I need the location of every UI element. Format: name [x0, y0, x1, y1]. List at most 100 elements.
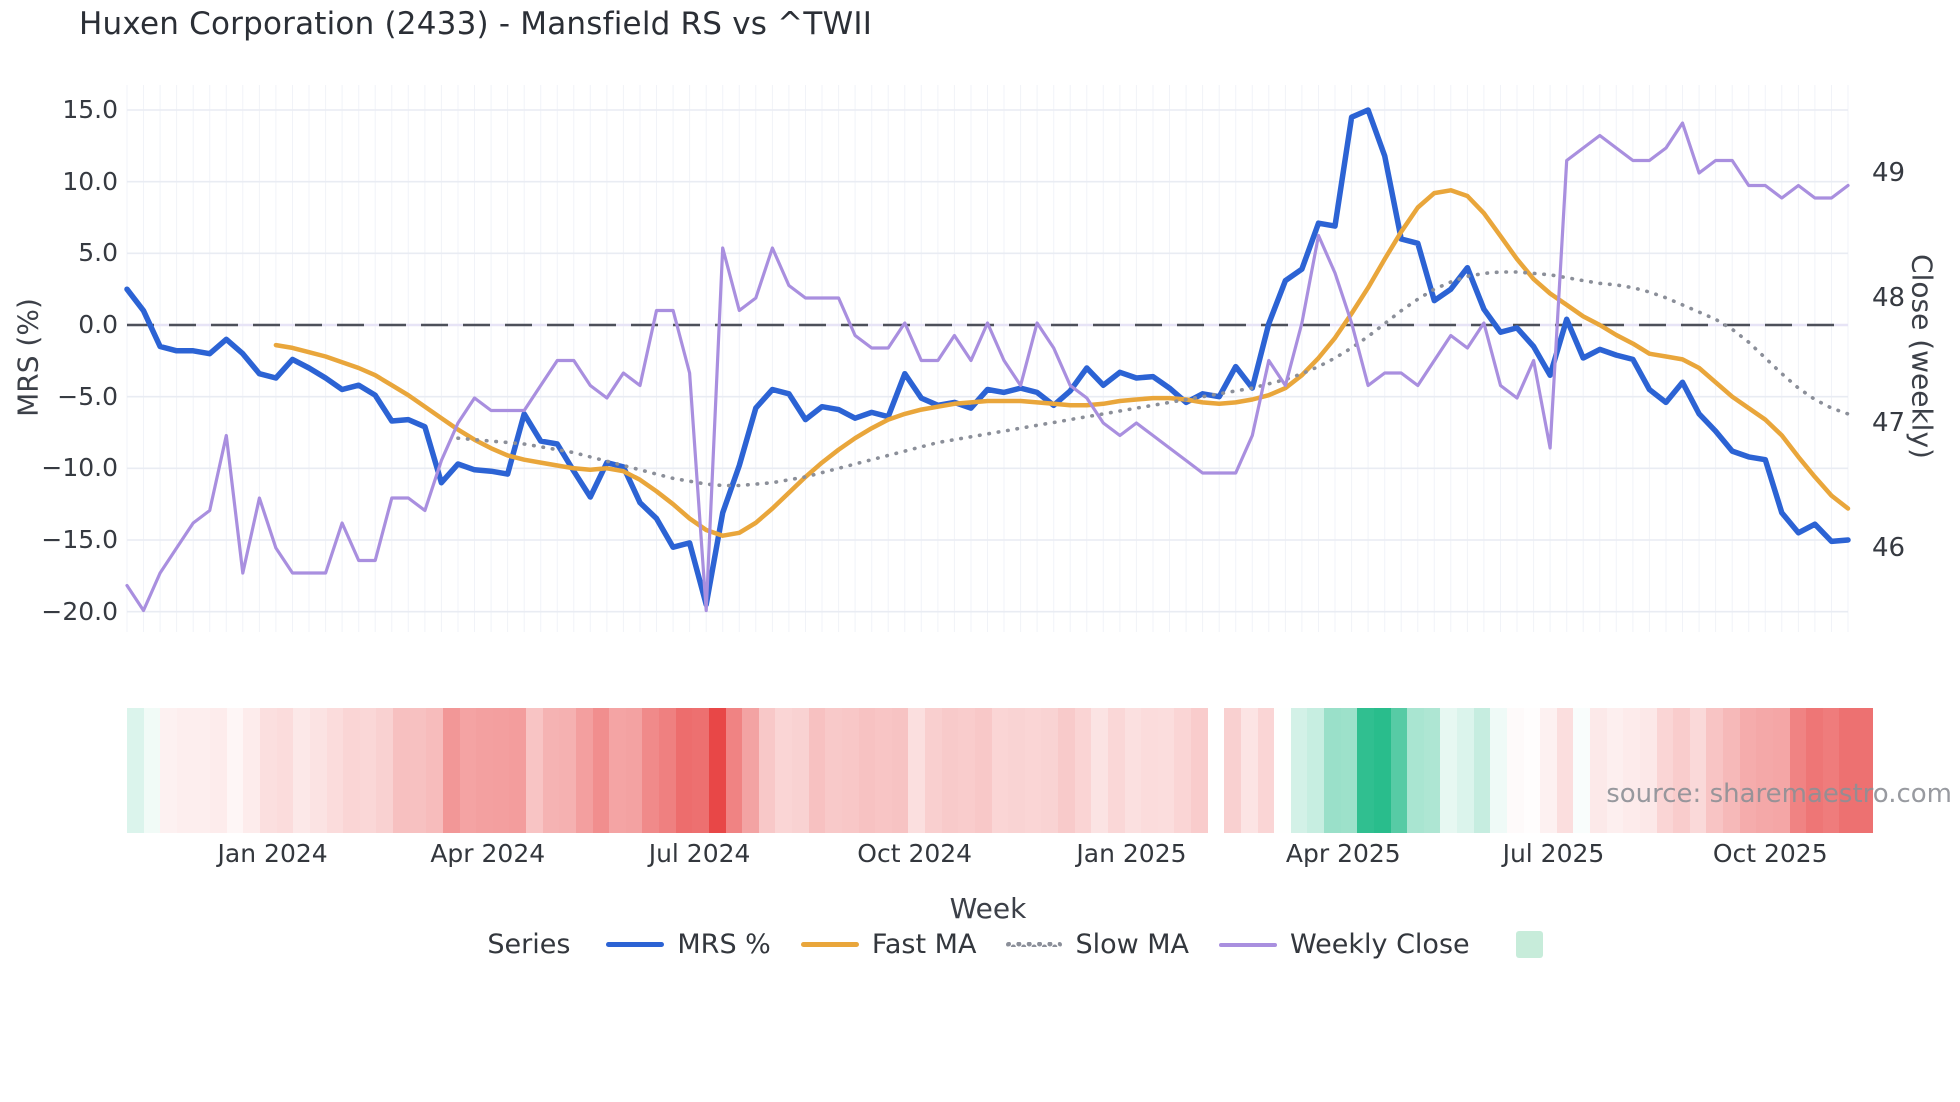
heatmap-cell: [1523, 708, 1541, 833]
heatmap-cell: [659, 708, 676, 833]
heatmap-cell: [1174, 708, 1191, 833]
heatmap-cell: [958, 708, 975, 833]
heatmap-cell: [260, 708, 277, 833]
source-watermark: source: sharemaestro.com: [1606, 779, 1952, 809]
heatmap-cell: [908, 708, 925, 833]
heatmap-cell: [1274, 708, 1291, 833]
series-fast-ma: [273, 188, 1851, 538]
y-right-tick: 47: [1872, 408, 1906, 438]
x-axis-title: Week: [949, 892, 1027, 925]
heatmap-cell: [426, 708, 443, 833]
heatmap-cell: [393, 708, 410, 833]
heatmap-cell: [226, 708, 244, 833]
heatmap-cell: [742, 708, 759, 833]
y-left-tick: −15.0: [41, 524, 118, 554]
heatmap-cell: [1407, 708, 1424, 833]
heatmap-cell: [1473, 708, 1491, 833]
heatmap-cell: [792, 708, 809, 833]
x-tick: Jan 2024: [217, 839, 328, 868]
y-left-tick: 10.0: [62, 166, 118, 196]
heatmap-cell: [991, 708, 1009, 833]
heatmap-cell: [1340, 708, 1358, 833]
heatmap-cell: [1373, 708, 1391, 833]
mrs-line-swatch-icon: [606, 942, 665, 947]
heatmap-cell: [210, 708, 227, 833]
heatmap-cell: [1756, 708, 1773, 833]
heatmap-cell: [891, 708, 909, 833]
heatmap-cell: [858, 708, 876, 833]
mrs-heatmap-strip[interactable]: [127, 708, 1873, 833]
heatmap-cell: [1739, 708, 1757, 833]
heatmap-cell: [1157, 708, 1175, 833]
legend-item-slow-ma[interactable]: Slow MA: [1006, 929, 1189, 960]
heatmap-cell: [1706, 708, 1723, 833]
y-axis-left-title: MRS (%): [11, 298, 45, 417]
heatmap-cell: [1041, 708, 1058, 833]
y-left-tick: −20.0: [41, 596, 118, 626]
fast-ma-line-swatch-icon: [800, 942, 859, 947]
heatmap-cell: [592, 708, 610, 833]
heatmap-cell: [376, 708, 393, 833]
heatmap-cell: [642, 708, 659, 833]
x-tick: Jan 2025: [1076, 839, 1187, 868]
heatmap-cell: [1506, 708, 1524, 833]
heatmap-cell: [509, 708, 526, 833]
heatmap-cell: [1008, 708, 1025, 833]
weekly-close-line-swatch-icon: [1219, 942, 1278, 947]
heatmap-cell: [492, 708, 510, 833]
heatmap-cell: [193, 708, 211, 833]
heatmap-cell: [1207, 708, 1225, 833]
heatmap-cell: [293, 708, 310, 833]
heatmap-cell: [1639, 708, 1657, 833]
x-tick: Oct 2025: [1712, 839, 1828, 868]
heatmap-cell: [1540, 708, 1557, 833]
x-tick: Jul 2024: [648, 839, 751, 868]
heatmap-cell: [1307, 708, 1324, 833]
heatmap-cell: [625, 708, 643, 833]
heatmap-cell: [675, 708, 693, 833]
heatmap-cell: [1124, 708, 1142, 833]
heatmap-cell: [1573, 708, 1590, 833]
heatmap-cell: [143, 708, 161, 833]
heatmap-cell: [1390, 708, 1408, 833]
heatmap-cell: [343, 708, 360, 833]
legend-item-weekly-close[interactable]: Weekly Close: [1219, 929, 1470, 960]
heatmap-cell: [526, 708, 543, 833]
heatmap-cell: [609, 708, 626, 833]
x-tick: Oct 2024: [857, 839, 973, 868]
heatmap-cell: [127, 708, 144, 833]
heatmap-cell: [1806, 708, 1823, 833]
heatmap-cell: [758, 708, 776, 833]
heatmap-cell: [476, 708, 493, 833]
heatmap-cell: [459, 708, 477, 833]
y-axis-right-title: Close (weekly): [1905, 254, 1939, 459]
heatmap-cell: [692, 708, 709, 833]
heatmap-cell: [1191, 708, 1208, 833]
legend-item-mrs[interactable]: MRS %: [606, 929, 771, 960]
heatmap-cell: [1623, 708, 1640, 833]
heatmap-cell: [409, 708, 427, 833]
y-right-tick: 49: [1872, 158, 1906, 188]
heatmap-cell: [825, 708, 842, 833]
heatmap-cell: [309, 708, 327, 833]
y-left-tick: 0.0: [78, 310, 118, 339]
heatmap-cell: [1606, 708, 1624, 833]
heatmap-cell: [1656, 708, 1674, 833]
heatmap-cell: [875, 708, 892, 833]
heatmap-cell: [974, 708, 992, 833]
heatmap-cell: [243, 708, 260, 833]
heatmap-cell: [941, 708, 959, 833]
heatmap-cell: [276, 708, 294, 833]
legend-item-fast-ma[interactable]: Fast MA: [800, 929, 976, 960]
heatmap-cell: [1240, 708, 1258, 833]
heatmap-cell: [559, 708, 576, 833]
heatmap-swatch-icon[interactable]: [1515, 931, 1543, 958]
heatmap-cell: [708, 708, 726, 833]
heatmap-cell: [1058, 708, 1075, 833]
x-tick: Apr 2024: [430, 839, 546, 868]
heatmap-cell: [1457, 708, 1474, 833]
heatmap-cell: [1357, 708, 1374, 833]
heatmap-cell: [1590, 708, 1607, 833]
legend: Series MRS % Fast MA Slow MA Weekly Clos…: [0, 929, 1960, 960]
